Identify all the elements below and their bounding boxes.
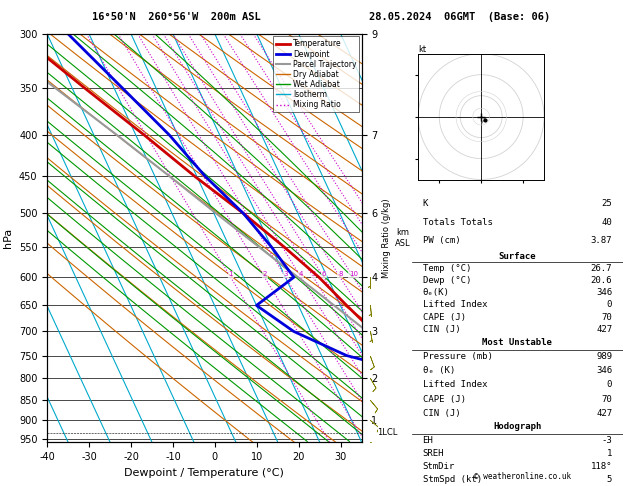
Y-axis label: km
ASL: km ASL [395,228,411,248]
Text: Temp (°C): Temp (°C) [423,264,471,273]
Text: 8: 8 [338,271,343,278]
Text: StmDir: StmDir [423,462,455,471]
Text: Pressure (mb): Pressure (mb) [423,352,493,361]
Text: CIN (J): CIN (J) [423,409,460,418]
X-axis label: Dewpoint / Temperature (°C): Dewpoint / Temperature (°C) [125,468,284,478]
Text: © weatheronline.co.uk: © weatheronline.co.uk [474,472,571,481]
Text: 989: 989 [596,352,612,361]
Text: 25: 25 [601,199,612,208]
Text: 1: 1 [228,271,233,278]
Text: PW (cm): PW (cm) [423,237,460,245]
Text: 40: 40 [601,218,612,227]
Text: θₑ(K): θₑ(K) [423,288,449,297]
Text: CIN (J): CIN (J) [423,325,460,334]
Text: 5: 5 [607,475,612,484]
Text: StmSpd (kt): StmSpd (kt) [423,475,482,484]
Text: 0: 0 [607,300,612,310]
Text: 346: 346 [596,288,612,297]
Legend: Temperature, Dewpoint, Parcel Trajectory, Dry Adiabat, Wet Adiabat, Isotherm, Mi: Temperature, Dewpoint, Parcel Trajectory… [273,36,359,112]
Text: Hodograph: Hodograph [493,422,542,432]
Text: 427: 427 [596,409,612,418]
Text: 3.87: 3.87 [591,237,612,245]
Text: Surface: Surface [499,252,536,261]
Text: 427: 427 [596,325,612,334]
Text: 0: 0 [607,381,612,389]
Text: 70: 70 [601,312,612,322]
Text: Lifted Index: Lifted Index [423,381,487,389]
Text: 2: 2 [262,271,267,278]
Text: θₑ (K): θₑ (K) [423,366,455,375]
Text: SREH: SREH [423,449,444,458]
Text: Most Unstable: Most Unstable [482,338,552,347]
Text: K: K [423,199,428,208]
Y-axis label: hPa: hPa [3,228,13,248]
Text: 20.6: 20.6 [591,276,612,285]
Text: 118°: 118° [591,462,612,471]
Text: 5: 5 [311,271,316,278]
Text: 3: 3 [284,271,288,278]
Text: CAPE (J): CAPE (J) [423,312,465,322]
Text: kt: kt [418,45,426,54]
Text: 28.05.2024  06GMT  (Base: 06): 28.05.2024 06GMT (Base: 06) [369,12,550,22]
Text: EH: EH [423,435,433,445]
Text: Mixing Ratio (g/kg): Mixing Ratio (g/kg) [382,198,391,278]
Text: Totals Totals: Totals Totals [423,218,493,227]
Text: Lifted Index: Lifted Index [423,300,487,310]
Text: 346: 346 [596,366,612,375]
Text: 16°50'N  260°56'W  200m ASL: 16°50'N 260°56'W 200m ASL [92,12,260,22]
Text: Dewp (°C): Dewp (°C) [423,276,471,285]
Text: 4: 4 [299,271,303,278]
Text: 70: 70 [601,395,612,404]
Text: 10: 10 [349,271,358,278]
Text: 1LCL: 1LCL [377,429,398,437]
Text: -3: -3 [601,435,612,445]
Text: 26.7: 26.7 [591,264,612,273]
Text: 6: 6 [321,271,326,278]
Text: CAPE (J): CAPE (J) [423,395,465,404]
Text: 1: 1 [607,449,612,458]
